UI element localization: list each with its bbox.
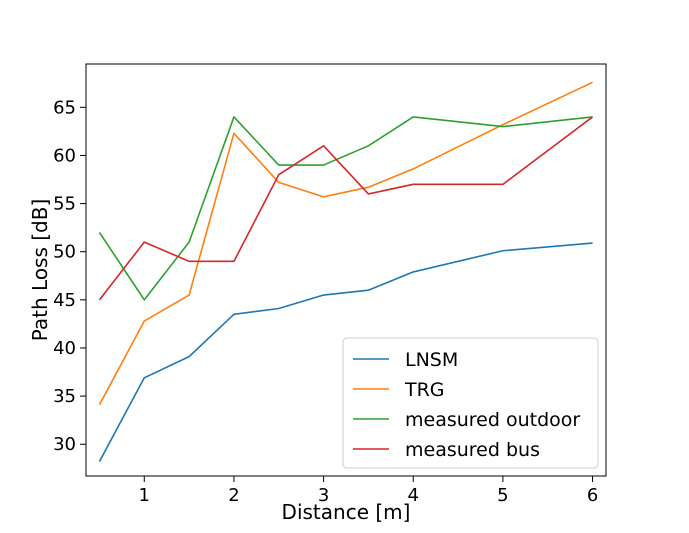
legend-frame — [342, 337, 599, 469]
legend-label: LNSM — [405, 349, 458, 371]
x-tick-label: 6 — [587, 485, 598, 506]
y-tick-label: 60 — [53, 145, 76, 166]
series-line — [98, 116, 594, 301]
plot-frame — [85, 63, 607, 477]
y-tick-label: 55 — [53, 194, 76, 215]
x-axis: 1 2 3 4 5 6 — [139, 476, 598, 506]
y-axis: 30 35 40 45 50 55 60 65 — [53, 97, 86, 455]
x-tick-label: 4 — [408, 485, 419, 506]
x-tick-label: 2 — [228, 485, 239, 506]
x-axis-label: Distance [m] — [282, 500, 411, 524]
series-line — [98, 116, 593, 301]
series-line — [98, 81, 593, 406]
legend-label: measured outdoor — [405, 409, 580, 431]
y-tick-label: 50 — [53, 242, 76, 263]
series-line — [98, 242, 593, 462]
x-tick-label: 3 — [318, 485, 329, 506]
y-axis-label: Path Loss [dB] — [28, 199, 52, 342]
x-tick-label: 5 — [497, 485, 508, 506]
legend-label: measured bus — [405, 439, 540, 461]
y-tick-label: 40 — [53, 338, 76, 359]
y-tick-label: 65 — [53, 97, 76, 118]
y-tick-label: 35 — [53, 386, 76, 407]
legend: LNSM TRG measured outdoor measured bus — [342, 337, 599, 469]
x-tick-label: 1 — [139, 485, 150, 506]
legend-label: TRG — [404, 379, 445, 401]
y-tick-label: 30 — [53, 434, 76, 455]
series-layer — [98, 81, 594, 462]
y-tick-label: 45 — [53, 290, 76, 311]
